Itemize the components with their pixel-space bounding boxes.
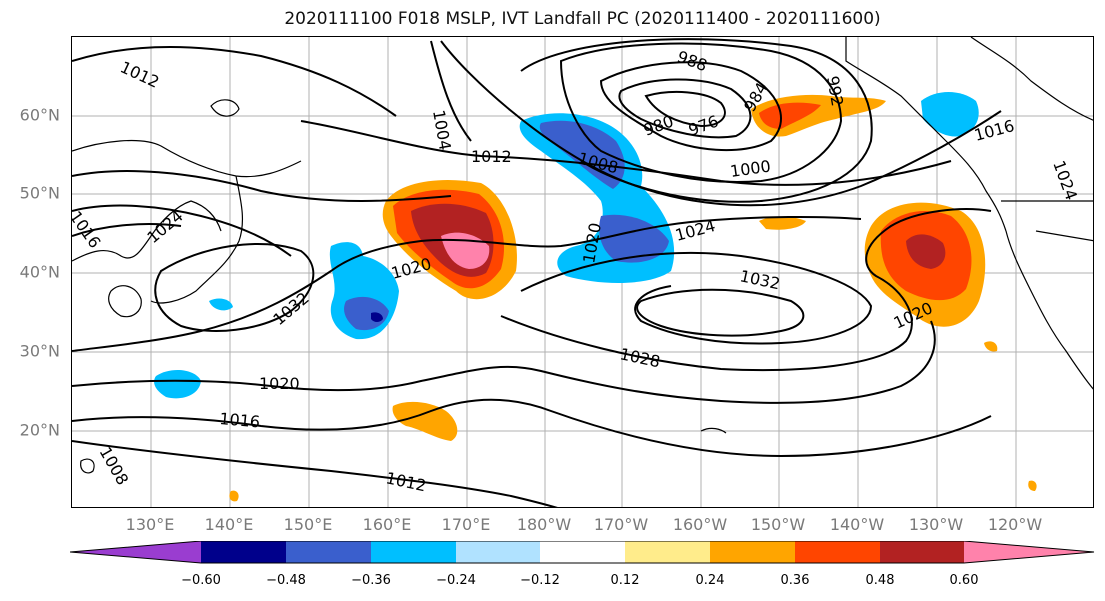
colorbar-band-pos048: [880, 541, 965, 563]
colorbar-tick: 0.36: [780, 573, 810, 588]
colorbar-tick: −0.24: [436, 573, 476, 588]
colorbar-pos-extend: [964, 541, 1094, 563]
lat-label-40n: 40°N: [19, 262, 60, 282]
colorbar-band-pos012: [625, 541, 711, 563]
colorbar-tick: −0.36: [351, 573, 391, 588]
colorbar-tick: 0.60: [949, 573, 979, 588]
colorbar-tick: 0.12: [610, 573, 640, 588]
colorbar-tick: 0.24: [695, 573, 725, 588]
colorbar-band-neg060: [201, 541, 287, 563]
isobar-label: 1020: [389, 254, 433, 283]
isobar-label: 1032: [738, 266, 782, 293]
isobar-label: 1008: [96, 444, 133, 489]
colorbar-outline: [70, 541, 1095, 564]
map-panel: 1012 1004 988 984 980 976 992 1016 1012 …: [71, 36, 1094, 508]
lon-label-130e: 130°E: [125, 515, 175, 534]
colorbar-band-pos024: [710, 541, 796, 563]
isobar-label: 1024: [673, 216, 717, 245]
lon-label-160w: 160°W: [672, 515, 728, 534]
colorbar-tick: −0.60: [181, 573, 221, 588]
isobar-label: 1004: [429, 108, 455, 151]
lon-label-120w: 120°W: [987, 515, 1043, 534]
colorbar-tick: −0.48: [266, 573, 306, 588]
lon-label-130w: 130°W: [908, 515, 964, 534]
lat-label-30n: 30°N: [19, 341, 60, 361]
lon-label-140w: 140°W: [829, 515, 885, 534]
pc-shading: [154, 92, 1037, 502]
colorbar-band-neg048: [286, 541, 372, 563]
lon-label-170e: 170°E: [441, 515, 491, 534]
isobar-label: 1024: [1049, 158, 1081, 203]
colorbar-tick: 0.48: [865, 573, 895, 588]
lon-label-180w: 180°W: [516, 515, 572, 534]
lon-label-150w: 150°W: [750, 515, 806, 534]
colorbar: [70, 541, 1095, 564]
isobar-label: 1012: [471, 147, 512, 166]
isobars: [72, 38, 1002, 507]
map-title: 2020111100 F018 MSLP, IVT Landfall PC (2…: [284, 9, 881, 29]
lon-label-160e: 160°E: [362, 515, 412, 534]
lon-label-150e: 150°E: [283, 515, 333, 534]
isobar-label: 1016: [219, 409, 261, 431]
lon-label-140e: 140°E: [204, 515, 254, 534]
map-svg: 1012 1004 988 984 980 976 992 1016 1012 …: [72, 37, 1093, 507]
isobar-label: 1020: [259, 374, 300, 393]
lat-label-50n: 50°N: [19, 183, 60, 203]
lat-label-20n: 20°N: [19, 420, 60, 440]
lon-label-170w: 170°W: [593, 515, 649, 534]
lat-label-60n: 60°N: [19, 105, 60, 125]
isobar-label: 1016: [972, 116, 1016, 145]
colorbar-band-neutral: [540, 541, 626, 563]
isobar-label: 1000: [729, 156, 772, 180]
colorbar-neg-extend: [70, 541, 201, 563]
colorbar-tick: −0.12: [520, 573, 560, 588]
isobar-label: 1028: [618, 344, 662, 371]
colorbar-band-neg036: [371, 541, 457, 563]
isobar-label: 1012: [117, 57, 162, 91]
colorbar-band-neg024: [456, 541, 541, 563]
isobar-label: 988: [675, 47, 710, 75]
colorbar-band-pos036: [795, 541, 881, 563]
coastlines: [72, 37, 1093, 474]
isobar-label: 1012: [384, 468, 428, 495]
